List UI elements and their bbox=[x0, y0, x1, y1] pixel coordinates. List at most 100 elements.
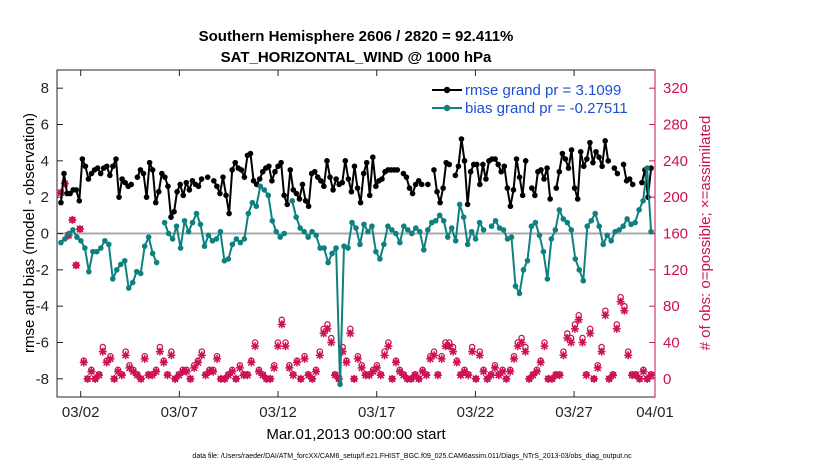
obs-assimilated-marker bbox=[87, 367, 96, 376]
legend-bias-label: bias grand pr = -0.27511 bbox=[465, 100, 628, 117]
series-0-point bbox=[140, 170, 147, 177]
obs-assimilated-marker bbox=[471, 374, 480, 383]
series-0-point bbox=[180, 192, 187, 199]
series-0-point bbox=[155, 188, 162, 195]
y-right-tick-label: 40 bbox=[663, 335, 680, 352]
obs-assimilated-marker bbox=[597, 347, 606, 356]
series-1-point bbox=[90, 248, 96, 255]
obs-assimilated-marker bbox=[643, 374, 652, 383]
series-0-point bbox=[507, 203, 514, 210]
y-right-tick-label: 280 bbox=[663, 117, 688, 134]
obs-assimilated-marker bbox=[220, 374, 229, 383]
series-1-point bbox=[488, 223, 495, 230]
series-0-point bbox=[568, 147, 575, 153]
series-0-point bbox=[247, 150, 254, 157]
obs-assimilated-marker bbox=[540, 342, 549, 351]
series-0-point bbox=[461, 158, 468, 164]
series-0-point bbox=[409, 190, 416, 197]
series-1-point bbox=[456, 201, 463, 208]
series-0-point bbox=[174, 188, 180, 195]
series-1-point bbox=[317, 245, 323, 251]
series-1-point bbox=[305, 234, 311, 240]
obs-assimilated-marker bbox=[369, 367, 378, 376]
series-1-point bbox=[464, 241, 471, 248]
series-1-point bbox=[241, 236, 248, 242]
series-1-point bbox=[381, 241, 387, 248]
series-1-point bbox=[409, 230, 415, 237]
series-0-point bbox=[266, 163, 272, 170]
obs-assimilated-marker bbox=[224, 371, 233, 380]
obs-assimilated-marker bbox=[133, 371, 142, 380]
obs-assimilated-marker bbox=[411, 371, 420, 380]
series-0-point bbox=[110, 163, 116, 170]
series-0-point bbox=[348, 188, 355, 195]
obs-assimilated-marker bbox=[152, 367, 161, 376]
series-0-point bbox=[238, 167, 245, 173]
obs-assimilated-marker bbox=[110, 374, 119, 383]
series-0-point bbox=[357, 199, 364, 206]
obs-assimilated-marker bbox=[624, 351, 633, 360]
series-1-point bbox=[616, 227, 622, 233]
series-0-point bbox=[394, 167, 401, 173]
series-0-point bbox=[143, 194, 150, 200]
obs-assimilated-marker bbox=[593, 363, 602, 372]
series-0-point bbox=[85, 176, 92, 182]
series-0-point bbox=[370, 154, 376, 160]
legend-rmse-marker bbox=[443, 86, 451, 94]
series-1-point bbox=[257, 183, 264, 190]
series-1-point bbox=[592, 210, 599, 217]
series-0-point bbox=[284, 201, 291, 208]
data-file-footnote: data file: /Users/raeder/DAI/ATM_forcXX/… bbox=[192, 453, 632, 460]
series-1-point bbox=[540, 248, 547, 255]
series-0-point bbox=[492, 156, 498, 162]
obs-assimilated-marker bbox=[464, 371, 473, 380]
series-1-point bbox=[201, 243, 208, 250]
series-1-point bbox=[632, 219, 638, 226]
series-0-point bbox=[611, 165, 618, 171]
series-0-point bbox=[302, 198, 309, 204]
series-0-point bbox=[217, 190, 223, 197]
series-0-point bbox=[431, 167, 437, 173]
obs-assimilated-marker bbox=[129, 367, 138, 376]
obs-assimilated-marker bbox=[56, 188, 65, 197]
obs-assimilated-marker bbox=[445, 342, 454, 351]
series-1-point bbox=[460, 214, 467, 220]
series-0-point bbox=[321, 183, 327, 190]
series-0-point bbox=[281, 192, 287, 199]
obs-assimilated-marker bbox=[586, 329, 595, 338]
obs-assimilated-marker bbox=[171, 374, 180, 383]
series-0-point bbox=[113, 156, 119, 162]
series-0-point bbox=[434, 188, 440, 195]
series-1-point bbox=[78, 237, 84, 244]
series-1-point bbox=[361, 221, 367, 228]
obs-assimilated-marker bbox=[578, 338, 587, 347]
obs-assimilated-marker bbox=[647, 371, 656, 380]
obs-assimilated-marker bbox=[334, 374, 343, 383]
obs-assimilated-marker bbox=[582, 371, 591, 380]
series-0-point bbox=[590, 159, 596, 166]
obs-assimilated-marker bbox=[376, 371, 385, 380]
series-1-point bbox=[313, 232, 319, 239]
series-0-point bbox=[305, 203, 312, 210]
obs-assimilated-marker bbox=[418, 367, 427, 376]
series-0-point bbox=[223, 192, 229, 199]
series-0-point bbox=[501, 163, 508, 170]
obs-assimilated-marker bbox=[529, 371, 538, 380]
series-0-point bbox=[605, 158, 612, 164]
series-0-point bbox=[532, 192, 538, 199]
series-0-point bbox=[629, 181, 636, 188]
obs-assimilated-marker bbox=[251, 342, 260, 351]
series-1-point bbox=[357, 241, 363, 248]
obs-assimilated-marker bbox=[589, 374, 598, 383]
series-1-point bbox=[424, 227, 431, 233]
series-1-point bbox=[193, 210, 200, 217]
series-1-point bbox=[265, 192, 272, 199]
series-0-point bbox=[107, 172, 113, 179]
obs-assimilated-marker bbox=[186, 374, 195, 383]
x-tick-label: 04/01 bbox=[636, 404, 674, 421]
obs-assimilated-marker bbox=[468, 347, 477, 356]
obs-assimilated-marker bbox=[608, 371, 617, 380]
y-axis-right-label: # of obs: o=possible; ×=assimilated bbox=[697, 116, 714, 351]
series-1-point bbox=[389, 227, 395, 233]
series-0-point bbox=[76, 198, 83, 204]
